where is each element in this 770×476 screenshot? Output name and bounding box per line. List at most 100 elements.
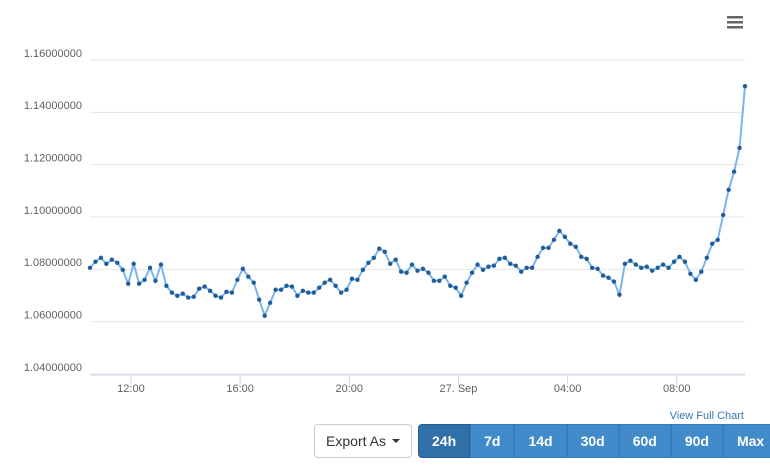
point bbox=[644, 264, 649, 269]
point bbox=[475, 262, 480, 267]
point bbox=[562, 234, 568, 240]
point bbox=[568, 241, 573, 246]
y-tick-label: 1.16000000 bbox=[24, 48, 82, 60]
point bbox=[109, 257, 115, 262]
point bbox=[508, 261, 513, 267]
point bbox=[600, 273, 606, 278]
point bbox=[731, 169, 737, 174]
x-tick-label: 08:00 bbox=[663, 383, 691, 395]
point bbox=[737, 145, 742, 151]
point bbox=[153, 278, 158, 284]
y-tick-label: 1.10000000 bbox=[24, 205, 82, 217]
point bbox=[126, 281, 131, 286]
point bbox=[224, 289, 229, 295]
point bbox=[524, 265, 529, 270]
point bbox=[497, 256, 502, 262]
point bbox=[710, 241, 715, 246]
point bbox=[311, 290, 316, 295]
view-full-chart[interactable]: View Full Chart bbox=[669, 410, 744, 422]
menu-icon[interactable] bbox=[727, 16, 743, 29]
point bbox=[589, 265, 595, 270]
point bbox=[420, 266, 426, 272]
point bbox=[409, 262, 415, 267]
point bbox=[491, 263, 497, 268]
point bbox=[486, 264, 491, 269]
point bbox=[164, 283, 169, 289]
point bbox=[529, 265, 535, 270]
point bbox=[98, 255, 104, 261]
range-button[interactable]: 90d bbox=[670, 424, 723, 458]
point bbox=[355, 277, 360, 282]
export-button[interactable]: Export As bbox=[314, 424, 412, 458]
point bbox=[655, 265, 660, 270]
point bbox=[628, 258, 633, 263]
point bbox=[579, 254, 584, 259]
point bbox=[169, 290, 175, 295]
point bbox=[671, 259, 677, 264]
point bbox=[633, 262, 639, 267]
point bbox=[704, 255, 709, 261]
point bbox=[120, 267, 125, 273]
point bbox=[322, 280, 327, 285]
range-button[interactable]: 14d bbox=[514, 424, 567, 458]
point bbox=[273, 287, 278, 292]
point bbox=[682, 259, 688, 264]
point bbox=[513, 263, 518, 268]
point bbox=[246, 274, 251, 279]
point bbox=[540, 245, 546, 251]
range-button[interactable]: 7d bbox=[470, 424, 515, 458]
point bbox=[218, 295, 224, 300]
y-tick-label: 1.06000000 bbox=[24, 310, 82, 322]
point bbox=[393, 257, 398, 262]
point bbox=[262, 313, 267, 318]
y-tick-label: 1.12000000 bbox=[24, 153, 82, 165]
point bbox=[366, 260, 371, 265]
point bbox=[180, 291, 185, 296]
point bbox=[104, 261, 109, 267]
point bbox=[289, 284, 295, 289]
point bbox=[660, 262, 666, 267]
point bbox=[136, 281, 142, 286]
point bbox=[213, 293, 218, 298]
point bbox=[278, 287, 284, 292]
range-button[interactable]: 60d bbox=[618, 424, 671, 458]
point bbox=[333, 283, 338, 289]
point bbox=[426, 270, 431, 275]
range-button[interactable]: Max bbox=[722, 424, 770, 458]
point bbox=[158, 262, 164, 267]
point bbox=[267, 300, 273, 306]
point bbox=[666, 265, 671, 270]
range-button[interactable]: 30d bbox=[566, 424, 619, 458]
point bbox=[257, 297, 262, 302]
point bbox=[453, 285, 458, 290]
point bbox=[240, 266, 246, 272]
point bbox=[715, 237, 720, 242]
point bbox=[639, 265, 644, 270]
point bbox=[437, 278, 442, 284]
x-tick-label: 20:00 bbox=[336, 383, 364, 395]
point bbox=[235, 277, 240, 282]
point bbox=[442, 274, 447, 279]
point bbox=[284, 283, 289, 289]
point bbox=[229, 290, 235, 295]
y-tick-label: 1.08000000 bbox=[24, 257, 82, 269]
y-tick-label: 1.14000000 bbox=[24, 100, 82, 112]
point bbox=[693, 277, 699, 282]
point bbox=[306, 290, 311, 295]
point bbox=[398, 269, 404, 274]
caret-icon bbox=[391, 439, 400, 443]
point bbox=[115, 260, 120, 265]
point bbox=[93, 259, 98, 264]
point bbox=[469, 270, 475, 275]
point bbox=[720, 212, 726, 218]
chart: 1.04000000 1.06000000 1.08000000 1.10000000… bbox=[24, 16, 748, 395]
point bbox=[431, 278, 437, 284]
point bbox=[519, 269, 524, 274]
point bbox=[622, 261, 628, 267]
point bbox=[87, 265, 93, 270]
point bbox=[371, 255, 377, 261]
point bbox=[344, 287, 349, 292]
range-button[interactable]: 24h bbox=[418, 424, 471, 458]
point bbox=[377, 246, 382, 251]
point bbox=[584, 256, 589, 262]
